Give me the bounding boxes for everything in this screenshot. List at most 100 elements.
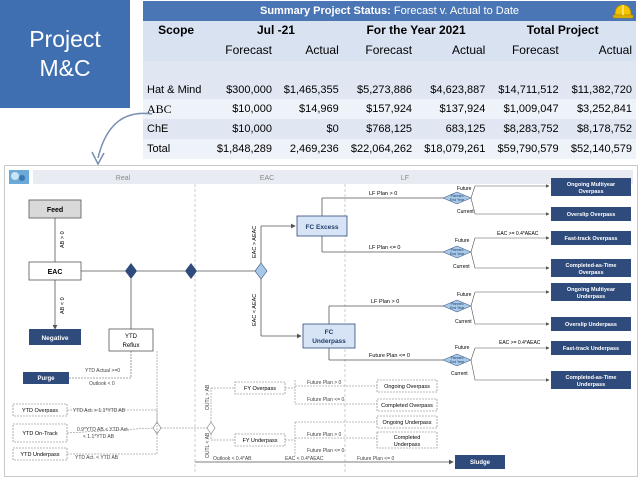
edge-label: Future [457, 292, 472, 298]
table-row: Total $1,848,289 2,469,236 $22,064,262 $… [143, 139, 636, 159]
node-negative-label: Negative [41, 335, 68, 342]
edge-label: YTD Act. < YTD AB [75, 455, 119, 461]
edge-label: Future Plan > 0 [307, 380, 342, 386]
edge-label: EAC >= 0.4*AEAC [497, 231, 539, 237]
edge-label: Future [457, 186, 472, 192]
edge-label: LF Plan <= 0 [369, 245, 401, 251]
flowchart-canvas: Real EAC LF Feed EAC Negative AB > 0 AB … [9, 170, 633, 472]
edge-label: Outlook < 0.4*AB [213, 456, 252, 462]
decision-diamond [125, 263, 137, 279]
node-label: Underpass [577, 294, 605, 300]
edge-label: Future Plan <= 0 [307, 397, 344, 403]
diamond-label: End Year [450, 306, 465, 310]
node-label: Completed-as-Time [566, 375, 617, 381]
node-label: Fast-track Overpass [565, 236, 618, 242]
sub-header: Forecast [342, 39, 417, 61]
lane-label: LF [401, 175, 409, 182]
node-ongoing-multiyear-underpass [551, 283, 631, 301]
edge-label: EAC < 0.4*AEAC [285, 456, 324, 462]
node-label: Overslip Overpass [567, 212, 616, 218]
table-cell: $3,252,841 [562, 99, 636, 119]
decision-diamond [442, 191, 472, 205]
table-row: ABC $10,000 $14,969 $157,924 $137,924 $1… [143, 99, 636, 119]
edge-label: LF Plan > 0 [371, 299, 399, 305]
node-ongoing-underpass [376, 415, 438, 429]
table-cell: $137,924 [416, 99, 490, 119]
node-ytd-underpass-label: YTD Underpass [20, 452, 59, 458]
node-fc-underpass [302, 323, 356, 349]
summary-title-row: Summary Project Status: Forecast v. Actu… [143, 1, 636, 21]
row-label: ABC [143, 99, 210, 119]
hard-hat-icon [612, 4, 634, 19]
edge-label: YTD Actual >=0 [85, 368, 120, 374]
edge-label: Current [453, 264, 470, 270]
table-cell: $1,848,289 [209, 139, 276, 159]
table-cell: $59,790,579 [489, 139, 563, 159]
decision-diamond [442, 353, 472, 367]
node-sludge [455, 455, 505, 469]
table-cell: $8,178,752 [562, 119, 636, 139]
node-label: Completed-as-Time [566, 263, 617, 269]
period-header: Jul -21 [209, 21, 343, 39]
edge-label: 0.9*YTD AB < YTD Act. [77, 427, 129, 433]
edge-label: Current [457, 209, 474, 215]
diamond-label: End Year [450, 252, 465, 256]
node-ytd-reflux-label: Reflux [122, 343, 139, 349]
node-label: Overpass [578, 189, 603, 195]
table-cell: $300,000 [209, 61, 276, 99]
sub-header: Forecast [489, 39, 563, 61]
edge-label: OUTL > AB [205, 384, 211, 410]
sub-header-blank [143, 39, 210, 61]
node-fasttrack-underpass [551, 341, 631, 355]
flowchart: Real EAC LF Feed EAC Negative AB > 0 AB … [4, 165, 638, 477]
summary-table: Summary Project Status: Forecast v. Actu… [143, 1, 636, 159]
node-feed-label: Feed [47, 207, 63, 214]
node-ongoing-overpass [376, 379, 438, 393]
table-cell: $4,623,887 [416, 61, 490, 99]
row-label: Hat & Mind [143, 61, 210, 99]
edge-label: Future Plan <= 0 [357, 456, 394, 462]
node-completed-time-underpass [551, 371, 631, 389]
node-fasttrack-overpass [551, 231, 631, 245]
edge-label: EAC < AEAC [252, 294, 258, 326]
diamond-label: Planned [451, 356, 464, 360]
node-purge-label: Purge [37, 376, 55, 382]
node-label: Fast-track Underpass [563, 346, 619, 352]
logo-icon [9, 170, 29, 184]
summary-title: Summary Project Status: Forecast v. Actu… [143, 1, 636, 21]
diamond-label: End Year [450, 198, 465, 202]
node-label: Underpass [394, 442, 421, 448]
edge-label: AB < 0 [60, 297, 66, 314]
period-header: For the Year 2021 [342, 21, 490, 39]
node-label: Underpass [577, 382, 605, 388]
row-label: ChE [143, 119, 210, 139]
table-cell: $1,009,047 [489, 99, 563, 119]
table-cell: $10,000 [209, 119, 276, 139]
decision-diamond [442, 245, 472, 259]
edge-label: Future Plan > 0 [307, 432, 342, 438]
table-cell: $8,283,752 [489, 119, 563, 139]
node-label: Completed Overpass [381, 403, 433, 409]
summary-title-rest: Forecast v. Actual to Date [390, 5, 519, 17]
diamond-label: End Year [450, 360, 465, 364]
node-label: Sludge [470, 460, 491, 466]
edge-label: < 1.1*YTD AB [83, 434, 115, 440]
node-completed-overpass [376, 398, 438, 412]
diamond-label: Planned [451, 302, 464, 306]
node-label: Overpass [578, 270, 603, 276]
node-completed-underpass [376, 431, 438, 449]
edge-label: LF Plan > 0 [369, 191, 397, 197]
table-row: Hat & Mind $300,000 $1,465,355 $5,273,88… [143, 61, 636, 99]
edge-label: YTD Act. > 1.1*YTD AB [73, 408, 126, 414]
curved-arrow-icon [91, 112, 153, 166]
table-cell: 2,469,236 [275, 139, 343, 159]
edge-label: Current [451, 371, 468, 377]
node-fc-excess-label: FC Excess [306, 224, 339, 231]
sub-header: Actual [562, 39, 636, 61]
table-cell: $1,465,355 [275, 61, 343, 99]
project-title-line1: Project [29, 26, 101, 52]
node-negative [29, 329, 81, 345]
table-cell: 683,125 [416, 119, 490, 139]
node-fc-underpass-label: Underpass [312, 338, 346, 345]
